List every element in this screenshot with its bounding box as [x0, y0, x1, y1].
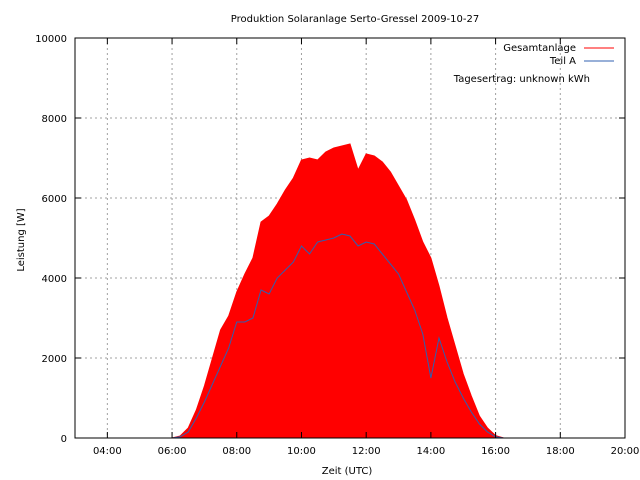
y-axis-label: Leistung [W] — [16, 208, 27, 271]
area-gesamtanlage — [171, 143, 504, 439]
legend: Gesamtanlage Teil A Tagesertrag: unknown… — [453, 43, 614, 85]
legend-label-teil-a: Teil A — [549, 56, 576, 67]
x-tick-label: 20:00 — [611, 446, 640, 457]
legend-label-gesamtanlage: Gesamtanlage — [503, 43, 576, 54]
x-tick-label: 04:00 — [93, 446, 122, 457]
x-tick-label: 06:00 — [158, 446, 187, 457]
x-axis-label: Zeit (UTC) — [322, 466, 373, 477]
y-tick-label: 4000 — [42, 274, 67, 285]
x-tick-label: 14:00 — [416, 446, 445, 457]
chart-title: Produktion Solaranlage Serto-Gressel 200… — [231, 14, 479, 25]
x-tick-label: 16:00 — [481, 446, 510, 457]
x-tick-label: 18:00 — [546, 446, 575, 457]
y-tick-label: 0 — [61, 434, 67, 445]
plot-frame — [74, 37, 626, 439]
y-tick-label: 2000 — [42, 354, 67, 365]
line-teil-a — [171, 233, 504, 439]
annotation-tagesertrag: Tagesertrag: unknown kWh — [453, 74, 590, 85]
y-tick-label: 8000 — [42, 114, 67, 125]
x-tick-label: 10:00 — [287, 446, 316, 457]
axis-ticks: 0 2000 4000 6000 8000 10000 04:00 06:00 08:00 10:… — [35, 34, 639, 457]
series-gesamtanlage — [171, 143, 504, 439]
series-teil-a — [171, 233, 504, 439]
x-tick-label: 08:00 — [222, 446, 251, 457]
y-tick-label: 10000 — [35, 34, 67, 45]
y-tick-label: 6000 — [42, 194, 67, 205]
x-tick-label: 12:00 — [352, 446, 381, 457]
